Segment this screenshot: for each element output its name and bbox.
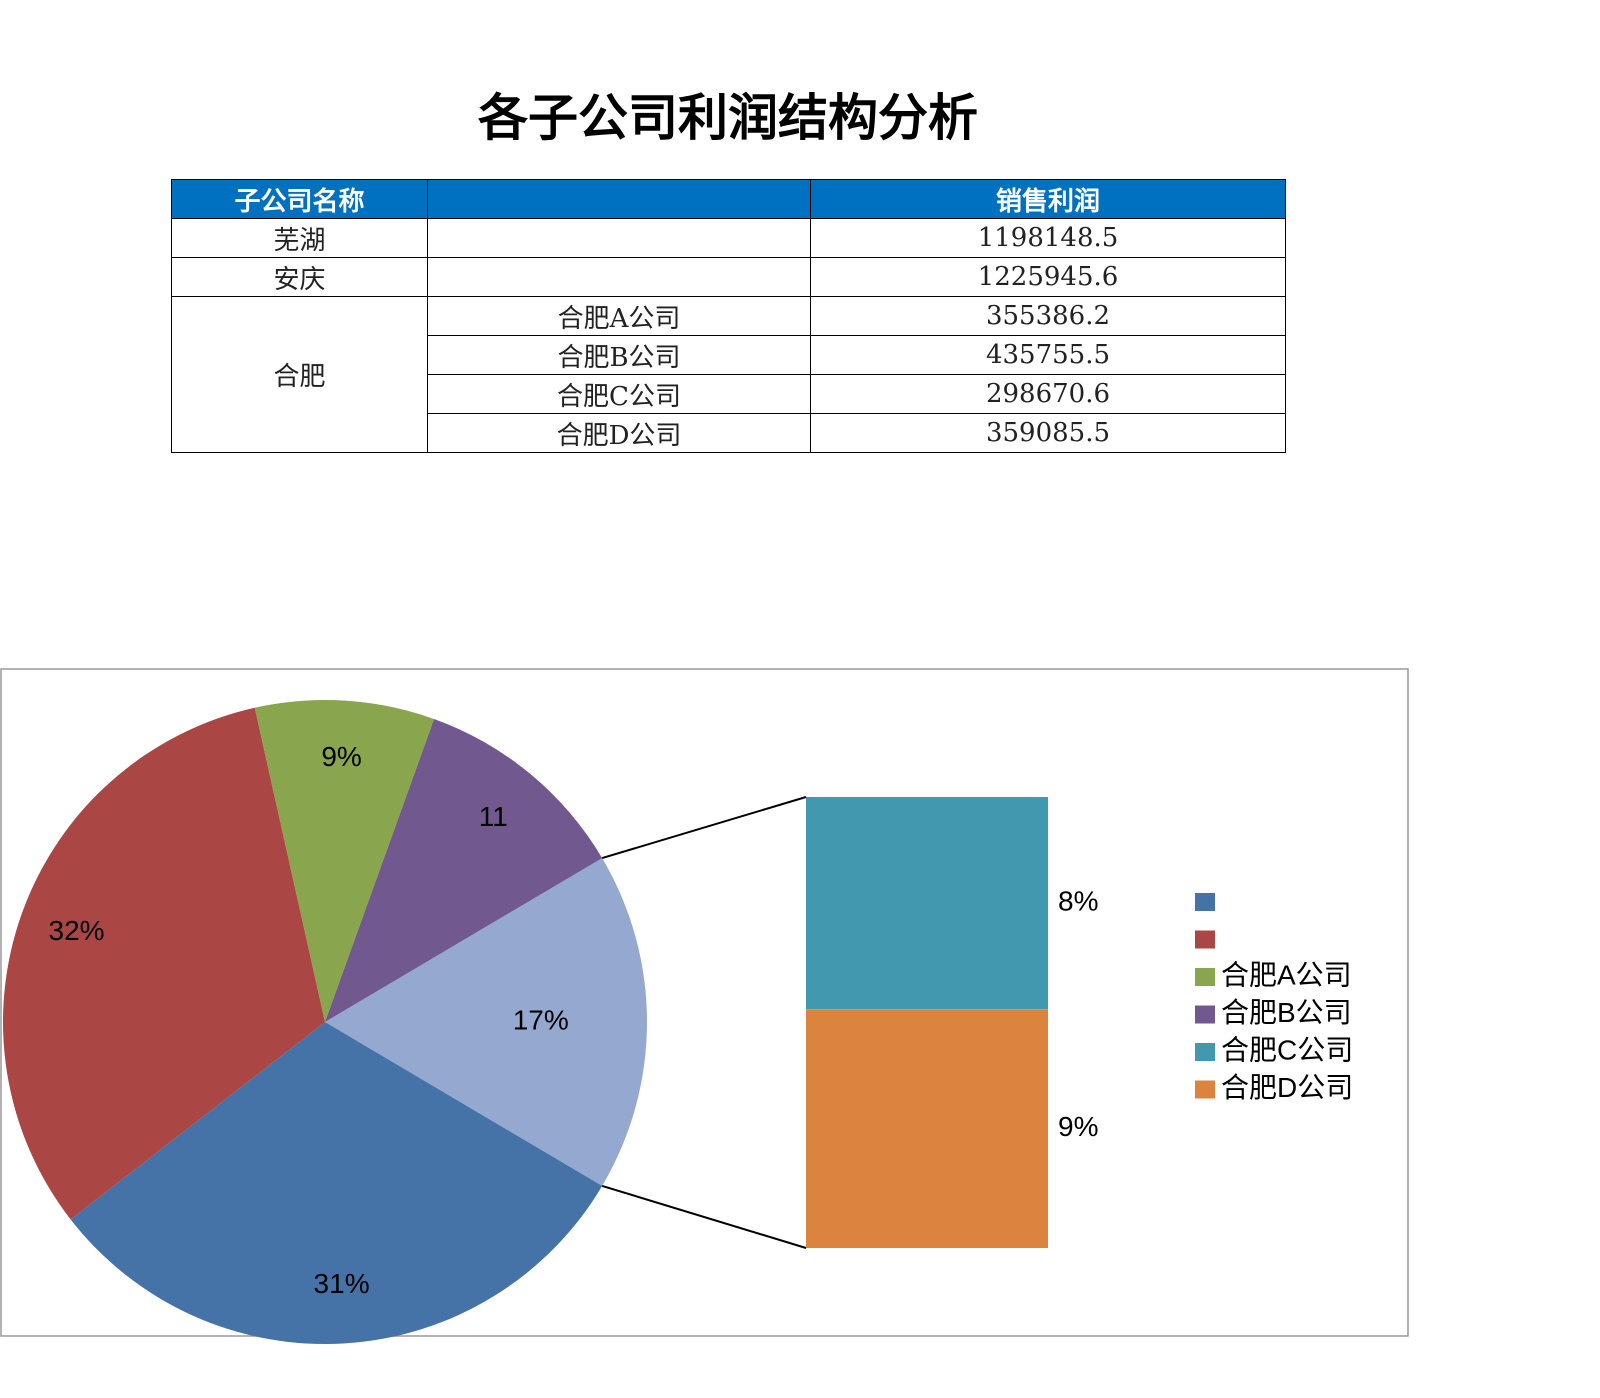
legend-swatch (1195, 1080, 1215, 1099)
chart-frame (0, 668, 1409, 1337)
table-row: 合肥B公司 435755.5 (172, 335, 1286, 375)
profit-table: 子公司名称 销售利润 芜湖 1198148.5 安庆 1225945.6 合肥 … (171, 179, 1286, 453)
pie-slice (325, 858, 648, 1186)
pie-slice (254, 700, 435, 1022)
table-row: 合肥C公司 298670.6 (172, 374, 1286, 414)
data-label: 11 (479, 801, 508, 832)
table-row: 芜湖 1198148.5 (171, 218, 1286, 258)
legend-swatch (1195, 893, 1215, 911)
cell: 合肥C公司 (427, 374, 811, 414)
cell: 合肥 (171, 296, 428, 453)
header-cell (427, 179, 811, 219)
table-header: 子公司名称 销售利润 (171, 179, 1286, 219)
table-row: 安庆 1225945.6 (171, 257, 1286, 297)
pie-slice (325, 719, 603, 1022)
pie-slice (2, 707, 325, 1220)
legend-label: 合肥D公司 (1221, 1072, 1353, 1103)
legend-label: 合肥B公司 (1221, 997, 1352, 1028)
cell: 合肥D公司 (427, 413, 811, 453)
legend-swatch (1195, 968, 1215, 986)
cell: 芜湖 (171, 218, 428, 258)
data-label: 9% (321, 741, 361, 772)
cell: 355386.2 (810, 296, 1286, 336)
pie-slice (70, 1022, 603, 1344)
connector-line (601, 796, 807, 860)
data-label: 9% (1058, 1111, 1098, 1142)
data-label: 8% (1058, 886, 1098, 917)
cell: 1198148.5 (810, 218, 1286, 258)
cell (427, 257, 811, 297)
legend-label: 合肥A公司 (1221, 959, 1352, 990)
connector-line (601, 1184, 807, 1249)
legend-swatch (1195, 930, 1215, 949)
cell: 435755.5 (810, 335, 1286, 375)
table-row: 合肥D公司 359085.5 (172, 413, 1286, 453)
page-title: 各子公司利润结构分析 (478, 89, 978, 147)
cell: 359085.5 (810, 413, 1286, 453)
header-cell: 子公司名称 (171, 179, 428, 219)
legend-label: 合肥C公司 (1221, 1034, 1353, 1065)
legend-swatch (1195, 1005, 1215, 1024)
bar-segment (806, 797, 1048, 1010)
bar-segment (806, 1009, 1048, 1248)
data-label: 31% (314, 1268, 370, 1299)
data-label: 17% (513, 1004, 569, 1035)
cell: 合肥A公司 (427, 296, 811, 336)
data-label: 32% (49, 915, 105, 946)
cell: 1225945.6 (810, 257, 1286, 297)
table-row: 合肥 合肥A公司 355386.2 (171, 296, 1286, 453)
legend-swatch (1195, 1043, 1215, 1061)
cell: 298670.6 (810, 374, 1286, 414)
